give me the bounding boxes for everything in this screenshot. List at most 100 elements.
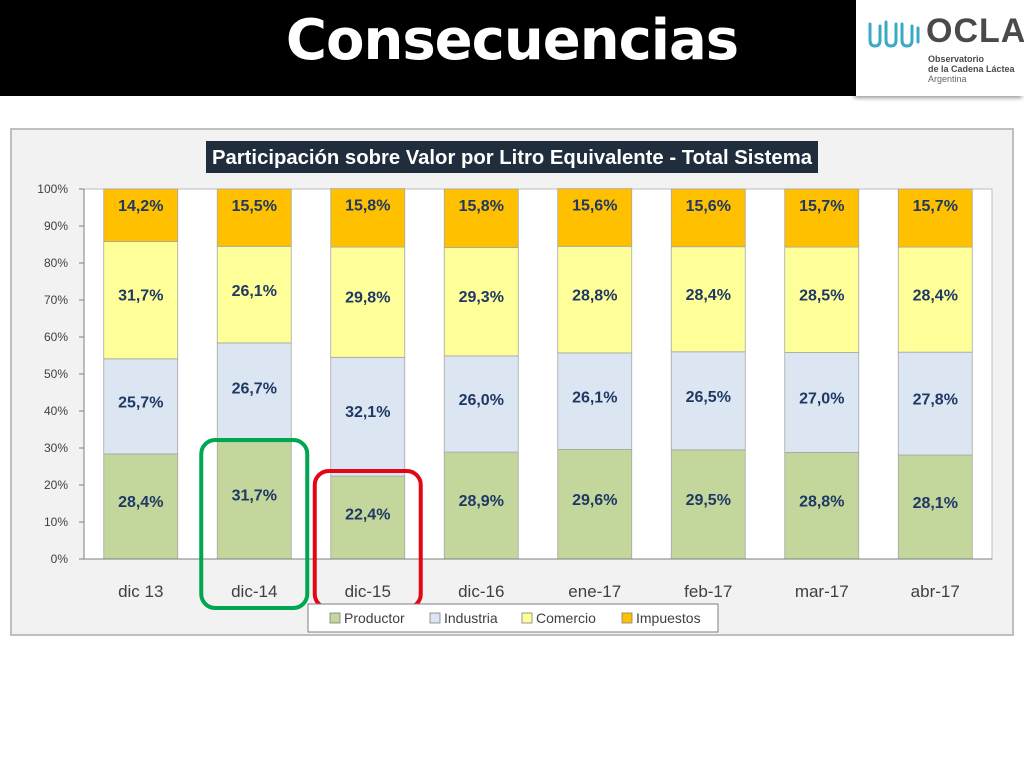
legend-label-productor: Productor (344, 610, 405, 626)
data-label: 26,1% (232, 283, 277, 300)
data-label: 14,2% (118, 198, 163, 215)
data-label: 26,7% (232, 380, 277, 397)
bar-segment-impuestos (330, 188, 406, 248)
bar-segment-industria (443, 355, 519, 453)
ocla-logo: OCLA Observatorio de la Cadena Láctea Ar… (856, 0, 1024, 96)
data-label: 15,6% (686, 198, 731, 215)
data-label: 15,6% (572, 198, 617, 215)
y-tick-label: 80% (44, 256, 68, 270)
bar-segment-comercio (670, 246, 746, 353)
bar-segment-productor (443, 451, 519, 560)
bar-segment-industria (670, 351, 746, 451)
data-label: 26,1% (572, 389, 617, 406)
data-label: 29,6% (572, 492, 617, 509)
y-tick-label: 90% (44, 219, 68, 233)
chart-title-box (206, 141, 818, 173)
bar-segment-industria (330, 356, 406, 477)
data-label: 28,5% (799, 288, 844, 305)
data-label: 28,1% (913, 495, 958, 512)
bar-segment-comercio (784, 246, 860, 353)
bar-segment-productor (784, 452, 860, 560)
data-label: 28,4% (913, 287, 958, 304)
data-label: 29,5% (686, 492, 731, 509)
bar-segment-comercio (443, 247, 519, 357)
x-tick-label: abr-17 (911, 582, 960, 601)
bar-segment-impuestos (557, 188, 633, 247)
y-tick-label: 40% (44, 404, 68, 418)
y-tick-label: 20% (44, 478, 68, 492)
bar-segment-productor (670, 449, 746, 560)
data-label: 29,3% (459, 289, 504, 306)
data-label: 27,0% (799, 390, 844, 407)
bar-segment-impuestos (216, 188, 292, 247)
bar-segment-industria (216, 342, 292, 443)
logo-line-3: Argentina (928, 74, 967, 84)
bar-segment-comercio (216, 245, 292, 344)
chart-title: Participación sobre Valor por Litro Equi… (212, 147, 813, 169)
x-tick-label: dic 13 (118, 582, 163, 601)
bar-segment-industria (897, 351, 973, 456)
logo-line-2: de la Cadena Láctea (928, 64, 1015, 74)
data-label: 28,9% (459, 493, 504, 510)
bar-segment-productor (216, 441, 292, 560)
y-tick-label: 50% (44, 367, 68, 381)
data-label: 15,7% (913, 198, 958, 215)
bar-segment-impuestos (443, 188, 519, 248)
bar-segment-comercio (103, 241, 179, 360)
highlight-box-green (199, 438, 310, 610)
y-tick-label: 60% (44, 330, 68, 344)
x-tick-label: dic-16 (458, 582, 504, 601)
data-label: 26,0% (459, 392, 504, 409)
bar-segment-comercio (897, 246, 973, 353)
x-tick-label: feb-17 (684, 582, 732, 601)
bar-segment-impuestos (103, 188, 179, 242)
bar-segment-impuestos (897, 188, 973, 248)
legend-swatch-industria (429, 612, 441, 624)
y-tick-label: 0% (51, 552, 69, 566)
logo-name: OCLA (926, 12, 1024, 50)
x-tick-label: dic-15 (345, 582, 391, 601)
data-label: 22,4% (345, 506, 390, 523)
bar-segment-industria (103, 358, 179, 455)
bar-segment-industria (557, 352, 633, 450)
data-label: 15,5% (232, 198, 277, 215)
logo-subtitle: Observatorio de la Cadena Láctea Argenti… (928, 54, 1020, 84)
legend-label-industria: Industria (444, 610, 498, 626)
bar-segment-comercio (557, 245, 633, 354)
bar-segment-productor (330, 475, 406, 560)
x-tick-label: dic-14 (231, 582, 277, 601)
y-tick-label: 10% (44, 515, 68, 529)
y-tick-label: 30% (44, 441, 68, 455)
data-label: 28,8% (799, 493, 844, 510)
data-label: 15,7% (799, 198, 844, 215)
legend-label-impuestos: Impuestos (636, 610, 701, 626)
data-label: 25,7% (118, 395, 163, 412)
legend-swatch-comercio (521, 612, 533, 624)
y-tick-label: 100% (37, 182, 68, 196)
x-tick-label: ene-17 (568, 582, 621, 601)
data-label: 31,7% (118, 287, 163, 304)
data-label: 28,4% (686, 287, 731, 304)
bar-segment-impuestos (784, 188, 860, 248)
legend-box (307, 603, 719, 633)
data-label: 32,1% (345, 404, 390, 421)
slide-title: Consecuencias (285, 8, 739, 73)
data-label: 28,4% (118, 494, 163, 511)
bar-segment-impuestos (670, 188, 746, 248)
x-tick-label: mar-17 (795, 582, 849, 601)
legend-swatch-productor (329, 612, 341, 624)
data-label: 26,5% (686, 389, 731, 406)
data-label: 27,8% (913, 391, 958, 408)
wave-icon (868, 20, 920, 48)
data-label: 29,8% (345, 290, 390, 307)
legend-swatch-impuestos (621, 612, 633, 624)
data-label: 15,8% (459, 198, 504, 215)
title-bar (0, 0, 1024, 96)
data-label: 31,7% (232, 487, 277, 504)
logo-line-1: Observatorio (928, 54, 985, 64)
data-label: 15,8% (345, 198, 390, 215)
legend-label-comercio: Comercio (536, 610, 596, 626)
y-tick-label: 70% (44, 293, 68, 307)
data-label: 28,8% (572, 287, 617, 304)
